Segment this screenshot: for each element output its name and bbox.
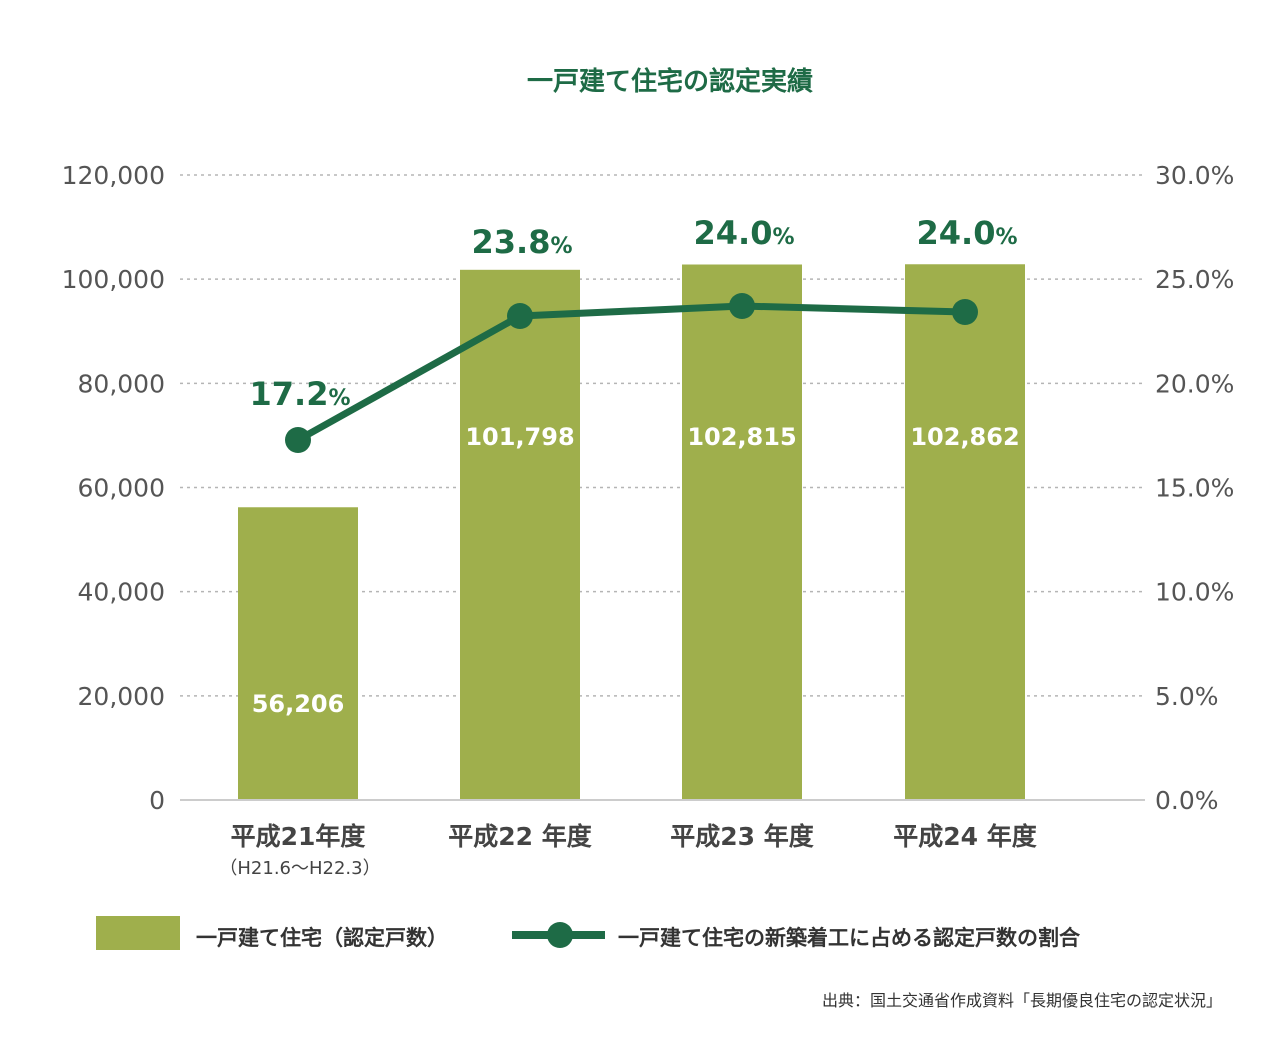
bar: [905, 264, 1025, 801]
line-marker: [285, 427, 311, 453]
chart-title: 一戸建て住宅の認定実績: [527, 66, 813, 97]
bar: [460, 269, 580, 800]
legend-label-bar: 一戸建て住宅（認定戸数）: [196, 926, 448, 950]
right-tick-label: 0.0%: [1155, 786, 1219, 815]
left-tick-label: 120,000: [62, 161, 165, 190]
left-tick-label: 60,000: [78, 474, 165, 503]
right-tick-label: 10.0%: [1155, 578, 1234, 607]
legend-label-line: 一戸建て住宅の新築着工に占める認定戸数の割合: [618, 926, 1081, 950]
line-marker: [729, 293, 755, 319]
legend: 一戸建て住宅（認定戸数） 一戸建て住宅の新築着工に占める認定戸数の割合: [96, 916, 1081, 950]
category-label: 平成22 年度: [448, 822, 592, 851]
bar-value-label: 101,798: [465, 423, 574, 451]
x-axis-categories: 平成21年度 （H21.6〜H22.3） 平成22 年度 平成23 年度 平成24 年度: [219, 822, 1036, 879]
right-axis: 0.0% 5.0% 10.0% 15.0% 20.0% 25.0% 30.0%: [1155, 161, 1234, 815]
category-label: 平成21年度: [231, 822, 366, 851]
left-tick-label: 40,000: [78, 578, 165, 607]
line-value-label: 17.2%: [250, 375, 351, 413]
category-sublabel: （H21.6〜H22.3）: [219, 858, 380, 879]
right-tick-label: 30.0%: [1155, 161, 1234, 190]
bar-value-labels: 56,206 101,798 102,815 102,862: [252, 423, 1020, 718]
category-label: 平成24 年度: [893, 822, 1037, 851]
bar-value-label: 102,862: [910, 423, 1019, 451]
right-tick-label: 15.0%: [1155, 474, 1234, 503]
left-axis: 0 20,000 40,000 60,000 80,000 100,000 120,000: [62, 161, 165, 815]
left-tick-label: 80,000: [78, 369, 165, 398]
bar: [682, 264, 802, 800]
bar-series: [238, 264, 1025, 801]
line-path: [296, 302, 966, 444]
line-value-label: 23.8%: [472, 223, 573, 261]
line-marker: [952, 299, 978, 325]
category-label: 平成23 年度: [670, 822, 814, 851]
bar: [238, 507, 358, 800]
right-tick-label: 5.0%: [1155, 682, 1219, 711]
legend-swatch-bar: [96, 916, 180, 950]
bar-value-label: 56,206: [252, 690, 345, 718]
line-value-label: 24.0%: [917, 214, 1018, 252]
line-value-labels: 17.2% 23.8% 24.0% 24.0%: [250, 214, 1018, 413]
left-tick-label: 100,000: [62, 265, 165, 294]
legend-swatch-marker: [547, 922, 573, 948]
line-value-label: 24.0%: [694, 214, 795, 252]
left-tick-label: 20,000: [78, 682, 165, 711]
left-tick-label: 0: [149, 786, 165, 815]
source-note: 出典：国土交通省作成資料「長期優良住宅の認定状況」: [822, 991, 1222, 1010]
line-series: [285, 293, 978, 453]
right-tick-label: 20.0%: [1155, 369, 1234, 398]
bar-value-label: 102,815: [687, 423, 796, 451]
line-marker: [507, 303, 533, 329]
right-tick-label: 25.0%: [1155, 265, 1234, 294]
